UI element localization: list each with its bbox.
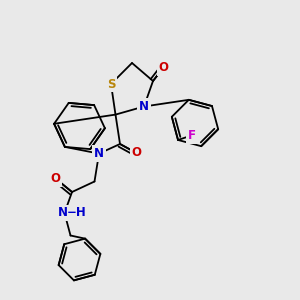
Text: N: N: [139, 100, 149, 113]
Text: N: N: [58, 206, 68, 220]
Text: −H: −H: [67, 206, 86, 220]
Text: O: O: [50, 172, 61, 185]
Text: S: S: [107, 77, 115, 91]
Text: O: O: [131, 146, 142, 160]
Text: N: N: [94, 147, 104, 160]
Text: F: F: [188, 129, 196, 142]
Text: O: O: [158, 61, 169, 74]
